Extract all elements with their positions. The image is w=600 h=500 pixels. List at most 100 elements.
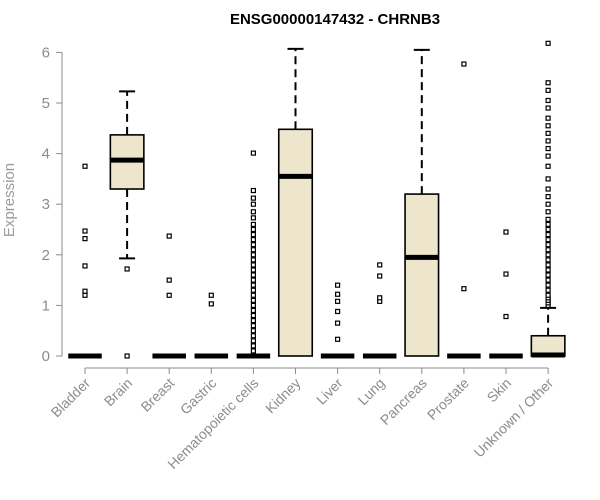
outlier-point [335, 308, 341, 315]
outlier-point [250, 272, 256, 278]
y-tick-label: 1 [42, 297, 50, 314]
outlier-point [250, 307, 256, 314]
outlier-point [250, 252, 256, 258]
box-group [489, 229, 523, 359]
outlier-point [545, 231, 551, 238]
outlier-point [545, 272, 551, 278]
outlier-point [545, 267, 551, 273]
outlier-point [545, 252, 551, 258]
outlier-point [82, 236, 88, 242]
outlier-point [250, 201, 256, 207]
outlier-point [250, 297, 256, 303]
outlier-point [545, 138, 551, 144]
outlier-point [545, 282, 551, 288]
x-tick-label: Liver [313, 375, 346, 408]
x-tick-label: Pancreas [377, 375, 430, 428]
outlier-point [545, 292, 551, 298]
outlier-point [545, 277, 551, 283]
outlier-point [250, 292, 256, 298]
box-group [109, 90, 145, 359]
outlier-point [250, 215, 256, 221]
outlier-point [545, 221, 551, 228]
outlier-point [250, 187, 256, 194]
outlier-point [461, 61, 467, 67]
outlier-point [545, 201, 551, 207]
chart-title: ENSG00000147432 - CHRNB3 [230, 11, 440, 28]
outlier-point [545, 115, 551, 121]
outlier-point [82, 163, 88, 169]
outlier-point [377, 273, 383, 279]
outlier-point [377, 262, 383, 268]
outlier-point [250, 317, 256, 324]
outlier-point [503, 313, 509, 320]
box-group [152, 233, 186, 359]
outlier-point [377, 295, 383, 301]
outlier-point [250, 348, 256, 354]
outlier-point [250, 323, 256, 329]
x-tick-label: Breast [137, 375, 177, 415]
outlier-point [250, 262, 256, 268]
outlier-point [545, 242, 551, 248]
outlier-point [166, 277, 172, 283]
outlier-point [166, 233, 172, 239]
outlier-point [82, 292, 88, 298]
x-tick-label: Lung [354, 375, 387, 408]
y-tick-label: 4 [42, 146, 50, 163]
outlier-point [335, 298, 341, 304]
outlier-point [545, 262, 551, 268]
box-group [404, 48, 440, 357]
x-tick-label: Skin [484, 375, 515, 406]
box-group [530, 40, 566, 358]
outlier-point [545, 247, 551, 253]
x-tick-label: Brain [101, 375, 135, 409]
outlier-point [545, 153, 551, 159]
box-group [447, 61, 481, 359]
y-tick-label: 5 [42, 95, 50, 112]
outlier-point [250, 312, 256, 319]
y-tick-label: 6 [42, 44, 50, 61]
outlier-point [250, 195, 256, 201]
box-group [236, 150, 271, 359]
box-group [362, 262, 397, 359]
outlier-point [545, 97, 551, 104]
outlier-point [124, 266, 130, 272]
outlier-point [335, 320, 341, 326]
box-group [320, 282, 355, 359]
y-axis-label: Expression [1, 163, 18, 237]
x-tick-label: Unknown / Other [471, 375, 557, 461]
outlier-point [250, 150, 256, 156]
y-tick-label: 3 [42, 196, 50, 213]
outlier-point [545, 80, 551, 86]
outlier-point [503, 229, 509, 235]
outlier-point [545, 123, 551, 129]
outlier-point [250, 242, 256, 248]
outlier-point [545, 130, 551, 136]
outlier-point [545, 237, 551, 243]
outlier-point [250, 226, 256, 233]
outlier-point [250, 257, 256, 263]
outlier-point [545, 257, 551, 263]
outlier-point [250, 209, 256, 215]
outlier-point [545, 163, 551, 169]
outlier-point [545, 176, 551, 182]
plot-area [68, 40, 566, 359]
outlier-point [250, 302, 256, 308]
outlier-point [82, 263, 88, 269]
outlier-point [82, 228, 88, 234]
outlier-point [545, 145, 551, 152]
outlier-point [250, 328, 256, 334]
outlier-point [82, 288, 88, 294]
outlier-point [250, 247, 256, 253]
outlier-point [250, 221, 256, 228]
outlier-point [250, 267, 256, 273]
outlier-point [545, 186, 551, 192]
outlier-point [250, 231, 256, 238]
outlier-point [545, 194, 551, 200]
outlier-point [545, 40, 551, 46]
outlier-point [335, 336, 341, 342]
outlier-point [335, 291, 341, 297]
outlier-point [250, 237, 256, 243]
outlier-point [335, 282, 341, 288]
y-axis: 0 1 2 3 4 5 6 [42, 44, 63, 365]
